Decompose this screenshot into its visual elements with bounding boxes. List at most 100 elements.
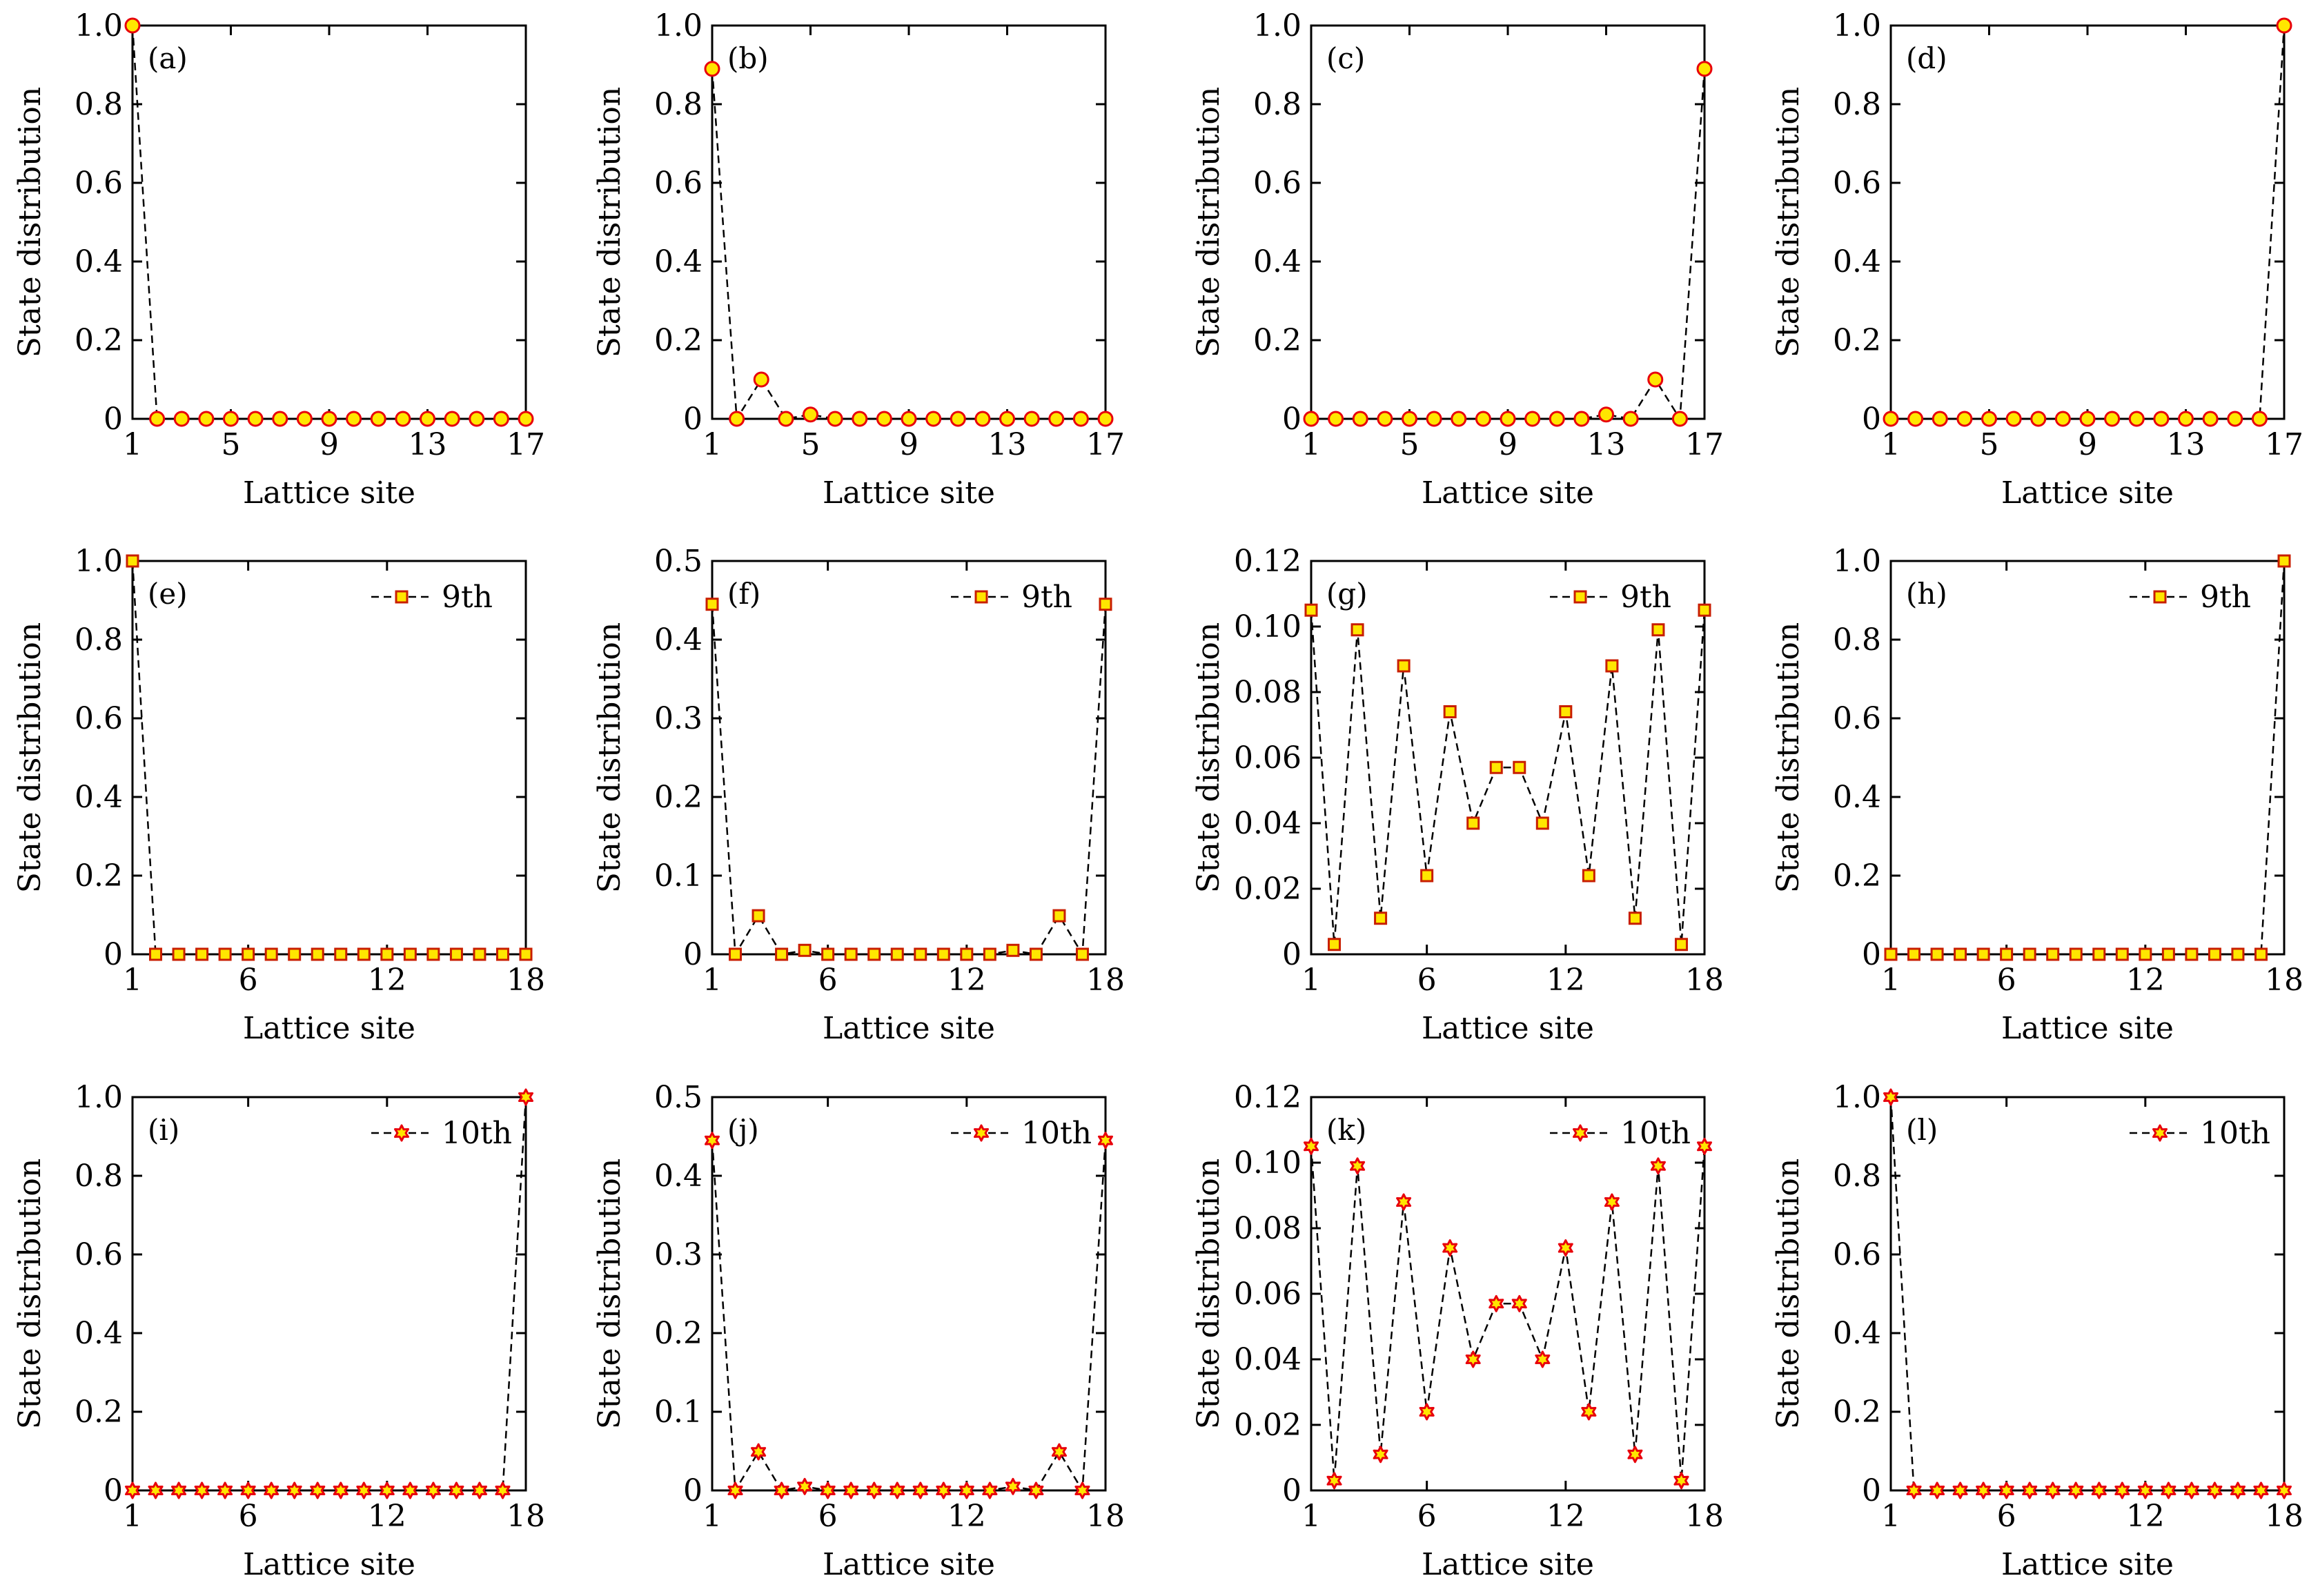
data-point (1419, 1403, 1435, 1421)
data-point (2045, 1481, 2061, 1499)
data-point (449, 947, 463, 961)
data-point (1582, 869, 1595, 883)
y-tick-label: 0.8 (1253, 87, 1301, 122)
x-tick-label: 9 (899, 427, 918, 462)
data-point (171, 1481, 187, 1499)
y-tick-label: 0.02 (1234, 871, 1301, 907)
x-tick-label: 12 (368, 1499, 406, 1534)
y-tick-label: 0.6 (1833, 1237, 1881, 1272)
data-point (705, 1132, 720, 1150)
data-point (1451, 411, 1467, 427)
x-tick-label: 13 (409, 427, 447, 462)
data-point (1442, 1239, 1458, 1257)
y-tick-label: 1.0 (75, 1080, 123, 1115)
data-point (1304, 1137, 1319, 1155)
series-line (131, 560, 526, 956)
data-point (1535, 816, 1549, 830)
data-point (2069, 947, 2083, 961)
y-tick-label: 0.5 (654, 1080, 702, 1115)
data-point (2183, 1481, 2199, 1499)
data-point (959, 1481, 974, 1499)
y-tick-label: 0.10 (1234, 1145, 1301, 1181)
plot-frame (131, 560, 527, 956)
series-line (711, 68, 1106, 422)
data-point (774, 1481, 789, 1499)
legend-marker (1573, 1124, 1588, 1142)
data-point (1303, 411, 1319, 427)
data-point (149, 411, 166, 427)
y-axis-title: State distribution (12, 1159, 48, 1429)
data-point (844, 947, 858, 961)
data-point (425, 1481, 441, 1499)
chart-panel: 0 0.2 0.4 0.6 0.8 1.0 1 6 12 18 Lattice site State … (1771, 544, 2303, 1046)
panel-label: (e) (148, 577, 188, 611)
data-point (370, 411, 386, 427)
legend-label: 10th (1021, 1116, 1092, 1151)
legend-marker (2153, 590, 2167, 604)
data-point (960, 947, 974, 961)
y-tick-label: 0.2 (75, 858, 123, 894)
x-tick-label: 6 (818, 963, 838, 998)
data-point (914, 947, 927, 961)
data-point (1352, 411, 1368, 427)
plot-frame (1889, 24, 2286, 420)
y-axis-title: State distribution (1191, 1159, 1226, 1429)
y-tick-label: 0 (104, 402, 123, 437)
data-point (1698, 603, 1711, 617)
data-point (2091, 1481, 2107, 1499)
x-axis-title: Lattice site (1422, 475, 1594, 511)
y-axis-title: State distribution (1191, 622, 1226, 893)
y-tick-label: 0 (104, 937, 123, 972)
data-point (2277, 554, 2291, 568)
x-tick-label: 6 (1997, 1499, 2016, 1534)
data-point (272, 411, 288, 427)
y-tick-label: 0 (1282, 1473, 1301, 1508)
x-axis-title: Lattice site (1422, 1547, 1594, 1582)
data-point (2277, 1481, 2292, 1499)
data-point (198, 411, 215, 427)
data-point (797, 1477, 813, 1495)
data-point (852, 411, 868, 427)
y-tick-label: 0.2 (1833, 323, 1881, 358)
data-point (2000, 947, 2014, 961)
data-point (333, 1481, 348, 1499)
y-tick-label: 0 (683, 402, 702, 437)
plot-frame (1889, 560, 2286, 956)
y-tick-label: 0.4 (75, 244, 123, 279)
data-point (2054, 411, 2071, 427)
data-point (356, 1481, 372, 1499)
y-tick-label: 0.4 (1833, 244, 1881, 279)
data-point (901, 411, 917, 427)
data-point (469, 411, 485, 427)
data-point (2104, 411, 2121, 427)
data-point (2023, 947, 2036, 961)
data-point (2185, 947, 2199, 961)
series-line (1310, 1146, 1706, 1481)
y-tick-label: 0 (104, 1473, 123, 1508)
data-point (2128, 411, 2145, 427)
data-point (751, 909, 765, 923)
data-point (1051, 1443, 1067, 1461)
y-tick-label: 0.4 (1253, 244, 1301, 279)
y-axis-title: State distribution (12, 622, 48, 893)
x-tick-label: 1 (123, 963, 142, 998)
x-tick-label: 13 (2167, 427, 2205, 462)
data-point (999, 411, 1015, 427)
data-point (827, 411, 843, 427)
data-point (936, 1481, 952, 1499)
data-point (2254, 947, 2268, 961)
data-point (357, 947, 371, 961)
data-point (2276, 17, 2292, 34)
data-point (1696, 61, 1713, 77)
data-point (444, 411, 460, 427)
x-tick-label: 6 (239, 963, 258, 998)
series-line (1889, 1096, 2284, 1492)
chart-panel: 0 0.2 0.4 0.6 0.8 1.0 1 5 9 13 17 Lattice site State… (1771, 8, 2303, 511)
data-point (310, 1481, 326, 1499)
data-point (247, 411, 264, 427)
data-point (223, 411, 239, 427)
data-point (1028, 1481, 1044, 1499)
data-point (2114, 1481, 2130, 1499)
data-point (2079, 411, 2096, 427)
